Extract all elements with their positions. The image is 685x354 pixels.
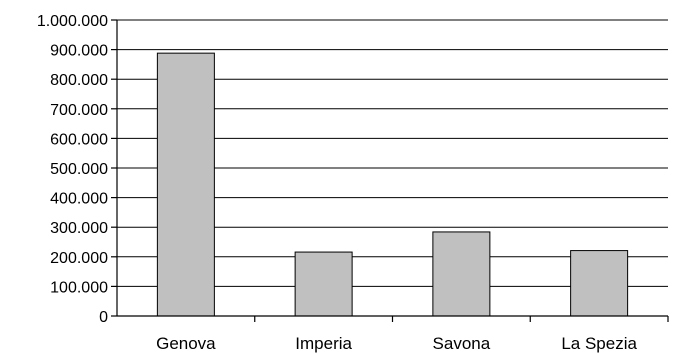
- y-tick-labels: 0 100.000 200.000 300.000 400.000 500.000 600.…: [37, 13, 117, 326]
- bars: [156, 52, 629, 317]
- x-category-label: Genova: [156, 334, 216, 353]
- bar-genova: [156, 52, 215, 317]
- y-tick-label: 0: [99, 309, 108, 326]
- y-tick-label: 600.000: [50, 131, 108, 148]
- bar-la-spezia: [570, 250, 629, 317]
- x-category-label: La Spezia: [561, 334, 637, 353]
- bar-savona: [432, 231, 491, 317]
- y-tick-label: 300.000: [50, 220, 108, 237]
- bar-imperia: [294, 251, 353, 317]
- y-tick-label: 500.000: [50, 161, 108, 178]
- y-tick-label: 700.000: [50, 102, 108, 119]
- y-tick-label: 400.000: [50, 191, 108, 208]
- y-tick-label: 100.000: [50, 279, 108, 296]
- x-category-labels: Genova Imperia Savona La Spezia: [156, 316, 669, 353]
- y-tick-label: 1.000.000: [37, 13, 108, 30]
- x-category-label: Imperia: [295, 334, 352, 353]
- y-tick-label: 800.000: [50, 72, 108, 89]
- y-tick-label: 200.000: [50, 250, 108, 267]
- x-category-label: Savona: [433, 334, 491, 353]
- y-tick-label: 900.000: [50, 43, 108, 60]
